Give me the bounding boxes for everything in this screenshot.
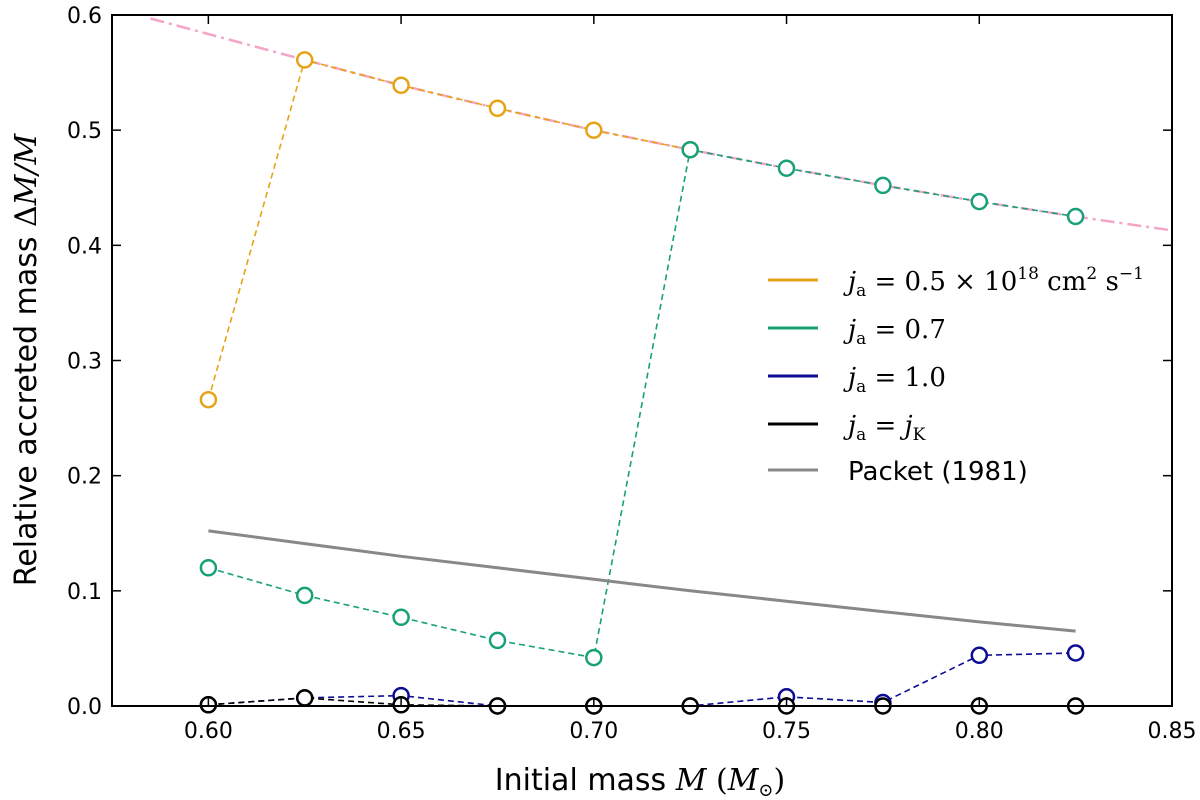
axis-ticks: 0.60 0.65 0.70 0.75 0.80 0.85 0.0 0.1 0.2 0.3 0.4 0… <box>67 4 1196 744</box>
data-point-j-a-j-k-1 <box>295 689 314 707</box>
legend-entry-ja-jk: ja = jK <box>768 411 926 445</box>
y-tick-label-0: 0.0 <box>67 695 102 720</box>
data-point-j-a-0-7-0 <box>199 559 218 577</box>
x-axis-label: Initial mass M (M⊙) <box>495 763 785 800</box>
x-tick-label-0: 0.60 <box>184 719 233 744</box>
data-point-j-a-1-0-8 <box>970 646 989 665</box>
legend-label-ja-0.7: ja = 0.7 <box>843 315 946 349</box>
legend-entry-ja-0.7: ja = 0.7 <box>768 315 946 349</box>
x-tick-label-2: 0.70 <box>569 719 618 744</box>
data-point-j-a-0-5-4 <box>585 121 603 139</box>
y-tick-label-5: 0.5 <box>67 119 102 144</box>
y-axis-label: Relative accreted mass ΔM/M <box>9 132 44 586</box>
data-point-j-a-0-7-7 <box>874 176 892 195</box>
data-point-j-a-0-7-9 <box>1066 207 1085 226</box>
legend-entry-ja-1.0: ja = 1.0 <box>768 363 946 397</box>
data-point-j-a-0-7-8 <box>970 192 989 211</box>
data-point-j-a-1-0-9 <box>1066 644 1085 662</box>
x-tick-label-4: 0.80 <box>955 719 1004 744</box>
data-point-j-a-0-5-1 <box>295 51 314 69</box>
series-line-j-a-0-5 <box>207 58 691 400</box>
data-point-j-a-0-7-4 <box>585 648 603 667</box>
data-point-j-a-0-7-5 <box>681 140 699 159</box>
data-point-j-a-0-5-0 <box>199 390 218 409</box>
x-tick-label-3: 0.75 <box>762 719 811 744</box>
series-line-j-a-1-0 <box>208 652 1076 707</box>
legend-label-ja-jk: ja = jK <box>843 411 926 445</box>
y-tick-label-1: 0.1 <box>67 580 102 605</box>
series-line-j-a-0-7 <box>208 148 1076 659</box>
plot-area <box>150 17 1173 715</box>
legend-label-packet: Packet (1981) <box>848 457 1028 487</box>
y-tick-label-2: 0.2 <box>67 465 102 490</box>
legend-label-ja-1.0: ja = 1.0 <box>843 363 946 397</box>
series-line-critical-rotation-envelope <box>150 17 1173 232</box>
y-tick-label-3: 0.3 <box>67 350 102 375</box>
data-point-j-a-0-7-3 <box>488 631 507 650</box>
y-tick-label-4: 0.4 <box>67 234 102 259</box>
legend-entry-packet: Packet (1981) <box>768 457 1028 487</box>
data-point-j-a-0-7-2 <box>392 608 410 627</box>
x-tick-label-1: 0.65 <box>377 719 426 744</box>
data-point-j-a-0-7-1 <box>295 586 314 605</box>
legend: ja = 0.5 × 1018 cm2 s−1 ja = 0.7 ja = 1.… <box>768 264 1144 487</box>
y-tick-label-6: 0.6 <box>67 4 102 29</box>
plot-frame <box>111 14 1173 707</box>
data-point-j-a-0-5-3 <box>488 99 507 118</box>
x-tick-label-5: 0.85 <box>1148 719 1197 744</box>
legend-entry-ja-0.5: ja = 0.5 × 1018 cm2 s−1 <box>768 264 1144 301</box>
series-line-packet-1981 <box>208 529 1076 633</box>
series-line-j-a-j-k <box>208 697 1076 707</box>
legend-label-ja-0.5: ja = 0.5 × 1018 cm2 s−1 <box>843 264 1144 301</box>
data-point-j-a-0-5-2 <box>392 76 410 95</box>
data-point-j-a-0-7-6 <box>777 159 796 177</box>
